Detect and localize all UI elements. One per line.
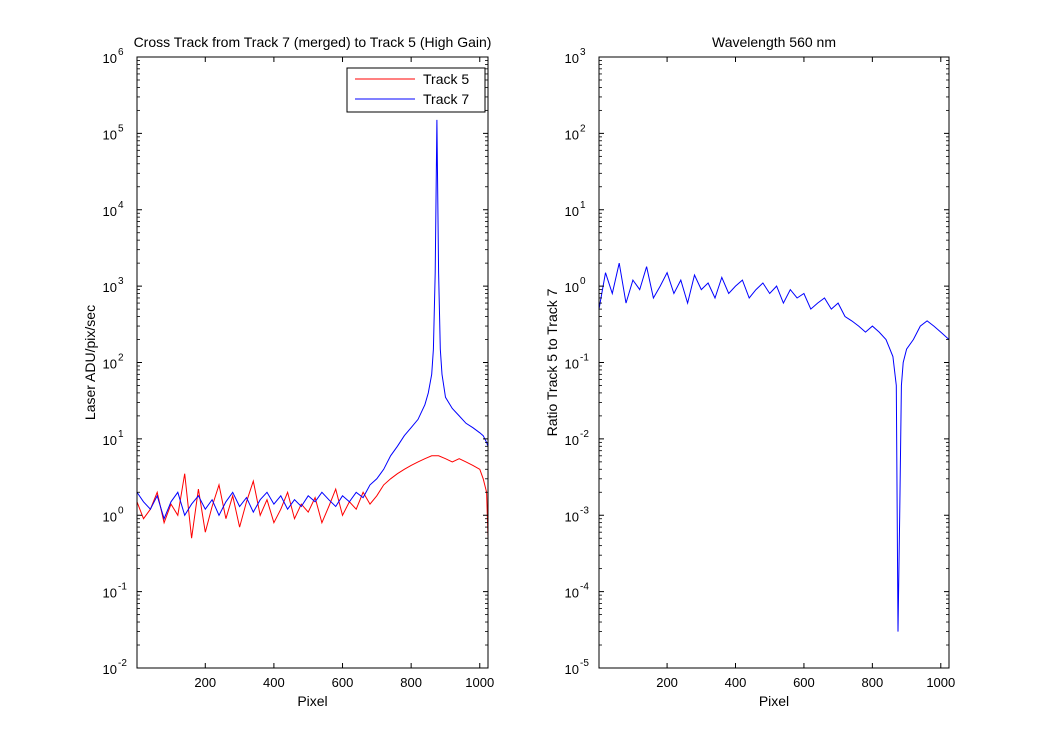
y-tick-label: 10 [103, 357, 117, 372]
x-tick-label: 1000 [465, 675, 494, 690]
chart-title: Wavelength 560 nm [712, 34, 836, 50]
y-tick-label: 10 [103, 280, 117, 295]
y-tick-label: 10 [565, 586, 579, 601]
x-axis-label: Pixel [759, 693, 789, 709]
y-tick-exponent: 4 [118, 200, 124, 211]
y-tick-label: 10 [103, 433, 117, 448]
y-tick-label: 10 [565, 127, 579, 142]
y-tick-exponent: 0 [580, 276, 586, 287]
x-tick-label: 400 [725, 675, 747, 690]
x-tick-label: 600 [332, 675, 354, 690]
y-tick-label: 10 [103, 127, 117, 142]
y-tick-label: 10 [103, 51, 117, 66]
y-tick-label: 10 [565, 509, 579, 524]
y-tick-exponent: 3 [580, 47, 586, 58]
x-axis-label: Pixel [297, 693, 327, 709]
y-tick-label: 10 [103, 204, 117, 219]
y-axis-label: Laser ADU/pix/sec [82, 305, 98, 420]
y-tick-exponent: 2 [118, 353, 124, 364]
x-tick-label: 400 [263, 675, 285, 690]
x-tick-label: 200 [656, 675, 678, 690]
series-group [599, 262, 949, 632]
y-tick-label: 10 [565, 357, 579, 372]
x-tick-label: 600 [793, 675, 815, 690]
x-tick-label: 1000 [926, 675, 955, 690]
y-tick-exponent: -1 [118, 582, 127, 593]
y-tick-exponent: -2 [118, 658, 127, 669]
plot-area [599, 57, 949, 668]
y-tick-label: 10 [565, 204, 579, 219]
legend: Track 5 Track 7 [346, 67, 486, 113]
x-tick-label: 200 [194, 675, 216, 690]
legend-label: Track 5 [423, 71, 469, 87]
y-tick-exponent: 6 [118, 47, 124, 58]
legend-label: Track 7 [423, 91, 469, 107]
legend-box [346, 67, 486, 113]
y-tick-exponent: -1 [580, 353, 589, 364]
x-tick-label: 800 [862, 675, 884, 690]
y-tick-label: 10 [565, 662, 579, 677]
series-line-track-7 [137, 119, 488, 521]
y-tick-exponent: 2 [580, 123, 586, 134]
y-tick-exponent: -3 [580, 505, 589, 516]
y-tick-exponent: 1 [580, 200, 586, 211]
y-tick-label: 10 [103, 662, 117, 677]
y-axis-label: Ratio Track 5 to Track 7 [544, 288, 560, 436]
y-tick-label: 10 [565, 51, 579, 66]
chart-title: Cross Track from Track 7 (merged) to Tra… [134, 34, 492, 50]
plot-area [137, 57, 488, 668]
y-tick-exponent: -2 [580, 429, 589, 440]
y-tick-label: 10 [565, 433, 579, 448]
y-tick-label: 10 [103, 586, 117, 601]
y-tick-exponent: -5 [580, 658, 589, 669]
y-tick-exponent: 1 [118, 429, 124, 440]
y-tick-exponent: 5 [118, 123, 124, 134]
y-tick-label: 10 [565, 280, 579, 295]
series-line-0 [599, 262, 949, 632]
series-group [137, 119, 488, 539]
y-tick-exponent: 3 [118, 276, 124, 287]
y-tick-exponent: 0 [118, 505, 124, 516]
y-tick-exponent: -4 [580, 582, 589, 593]
y-tick-label: 10 [103, 509, 117, 524]
x-tick-label: 800 [400, 675, 422, 690]
